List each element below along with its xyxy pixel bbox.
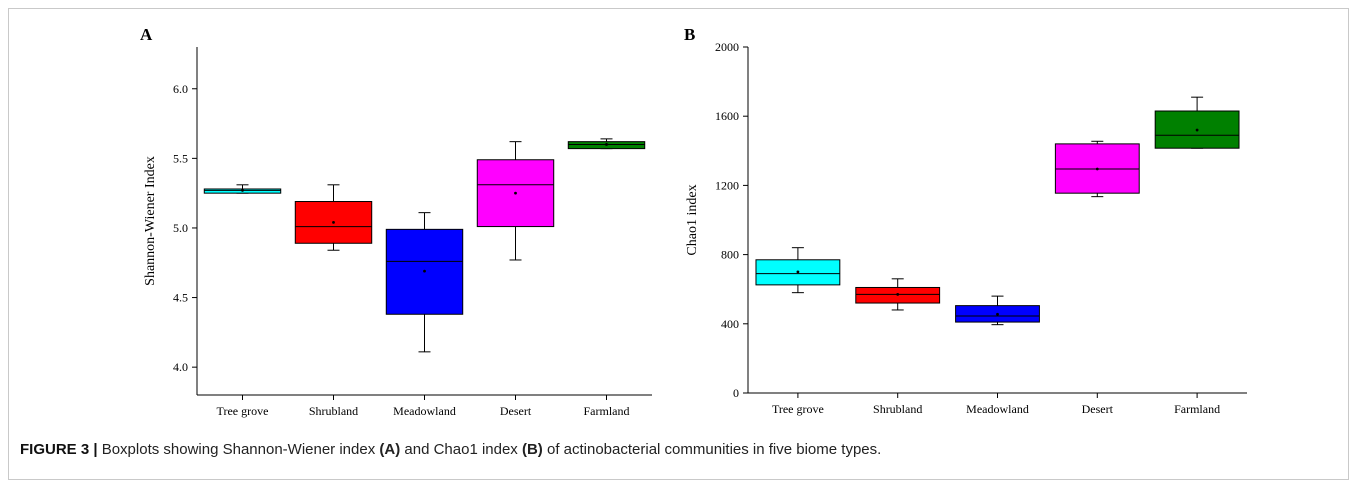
box-mean-point xyxy=(1195,128,1199,132)
y-tick-label: 4.0 xyxy=(173,360,188,374)
y-tick-label: 5.5 xyxy=(173,151,188,165)
caption-panel-a-ref: (A) xyxy=(379,441,401,458)
x-tick-label: Meadowland xyxy=(966,402,1029,416)
box-mean-point xyxy=(796,270,800,274)
y-axis-label: Chao1 index xyxy=(685,184,700,255)
panel-a: A 4.0 4.5 5.0 5.5 6.0 Shannon-Wiener Index Tree… xyxy=(140,25,652,418)
box-mean-point xyxy=(332,220,335,224)
box-mean-point xyxy=(896,292,900,296)
x-tick-label: Farmland xyxy=(584,404,630,418)
box-mean-point xyxy=(514,191,517,195)
y-tick-label: 4.5 xyxy=(173,291,188,305)
box-mean-point xyxy=(605,143,608,146)
panel-b: B 0 400 800 1200 1600 2000 Chao1 index Tree grov… xyxy=(684,25,1247,416)
panel-label: A xyxy=(140,25,153,44)
y-tick-label: 400 xyxy=(721,317,739,331)
caption-text-3: of actinobacterial communities in five b… xyxy=(542,441,882,458)
y-tick-label: 2000 xyxy=(715,40,739,54)
x-tick-label: Desert xyxy=(500,404,532,418)
panel-label: B xyxy=(684,25,695,44)
x-tick-label: Tree grove xyxy=(772,402,824,416)
x-tick-label: Tree grove xyxy=(217,404,269,418)
figure-frame xyxy=(8,8,1349,480)
caption-text-1: Boxplots showing Shannon-Wiener index xyxy=(97,441,380,458)
x-tick-label: Meadowland xyxy=(393,404,456,418)
x-tick-label: Shrubland xyxy=(873,402,922,416)
box-mean-point xyxy=(241,188,244,192)
x-tick-label: Farmland xyxy=(1174,402,1220,416)
caption-text-2: and Chao1 index xyxy=(400,441,522,458)
x-tick-label: Shrubland xyxy=(309,404,358,418)
x-tick-label: Desert xyxy=(1082,402,1114,416)
y-tick-label: 6.0 xyxy=(173,82,188,96)
caption-panel-b-ref: (B) xyxy=(521,441,543,458)
y-tick-label: 800 xyxy=(721,248,739,262)
box-mean-point xyxy=(996,312,999,316)
figure-charts: A 4.0 4.5 5.0 5.5 6.0 Shannon-Wiener Index Tree… xyxy=(140,25,1247,418)
y-axis-label: Shannon-Wiener Index xyxy=(143,156,158,286)
caption-figure-label: FIGURE 3 | xyxy=(20,441,98,458)
box-mean-point xyxy=(1095,167,1099,171)
y-tick-label: 0 xyxy=(733,386,739,400)
y-tick-label: 1600 xyxy=(715,109,739,123)
figure-caption: FIGURE 3 | Boxplots showing Shannon-Wien… xyxy=(20,441,1340,458)
box-mean-point xyxy=(423,269,426,273)
y-tick-label: 5.0 xyxy=(173,221,188,235)
y-tick-label: 1200 xyxy=(715,178,739,192)
